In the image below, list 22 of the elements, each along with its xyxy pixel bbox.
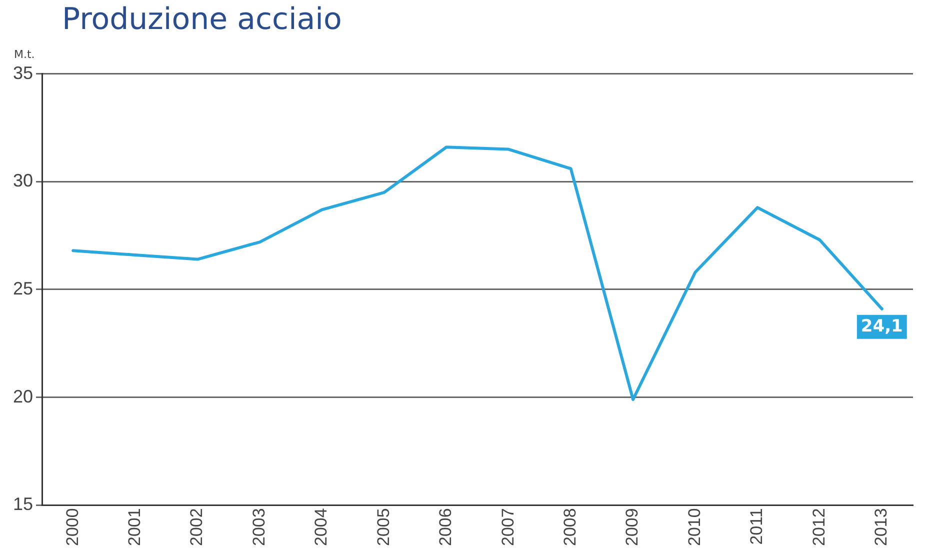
x-tick-label: 2007 — [498, 508, 518, 546]
x-tick-label: 2008 — [560, 508, 580, 546]
chart-title: Produzione acciaio — [62, 2, 342, 37]
x-tick-label: 2003 — [249, 508, 268, 546]
y-tick-label: 25 — [12, 278, 34, 298]
x-tick-label: 2000 — [62, 508, 82, 546]
x-tick-label: 2012 — [809, 508, 828, 546]
x-tick-label: 2005 — [374, 508, 393, 546]
y-tick-label: 15 — [12, 494, 34, 514]
y-tick-label: 30 — [12, 170, 34, 191]
x-tick-label: 2009 — [622, 508, 642, 546]
x-tick-label: 2010 — [684, 508, 704, 546]
x-tick-label: 2001 — [125, 508, 144, 546]
x-tick-label: 2013 — [872, 508, 891, 546]
x-tick-label: 2011 — [747, 508, 766, 545]
y-axis-title: M.t. — [14, 48, 35, 61]
data-label: 24,1 — [860, 316, 903, 336]
x-tick-label: 2004 — [312, 508, 331, 546]
y-tick-label: 20 — [12, 386, 34, 406]
x-tick-label: 2002 — [187, 508, 206, 546]
y-tick-label: 35 — [12, 62, 34, 83]
x-tick-label: 2006 — [436, 508, 456, 546]
